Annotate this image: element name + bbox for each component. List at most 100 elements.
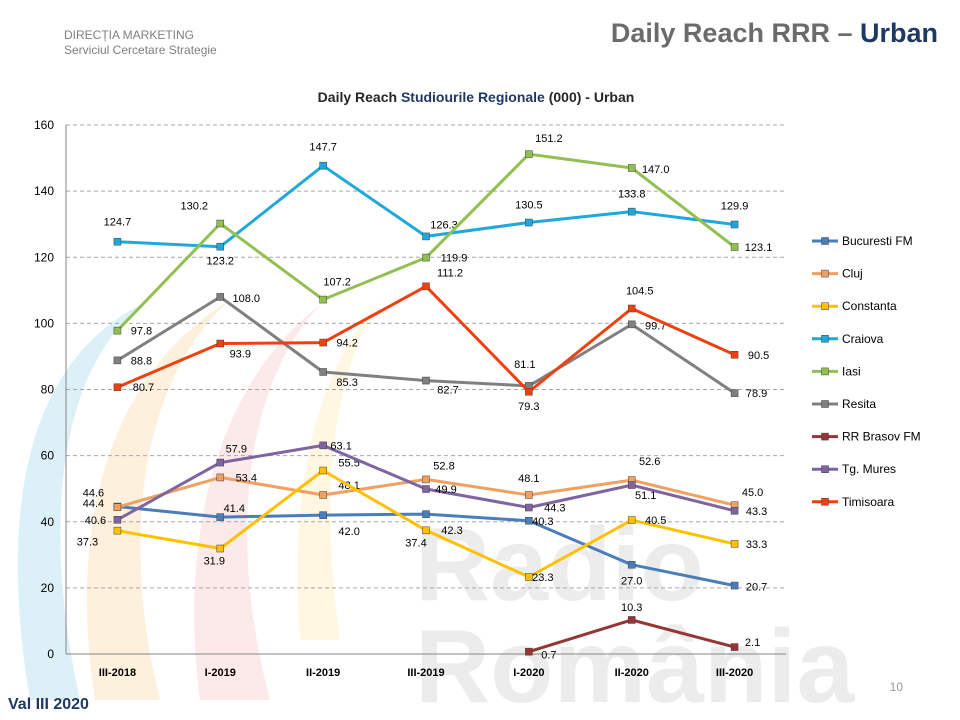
data-label-resita: 108.0 [233, 293, 261, 305]
data-point-iasi [627, 164, 636, 172]
data-label-cluj: 53.4 [236, 472, 257, 484]
data-point-resita [113, 356, 122, 365]
data-point-craiova [216, 242, 225, 251]
data-point-tg-mures [627, 481, 636, 489]
y-tick-label: 80 [41, 383, 55, 397]
data-label-bucuresti-fm: 41.4 [224, 503, 245, 515]
data-label-iasi: 119.9 [441, 253, 468, 265]
data-point-cluj [319, 491, 327, 499]
y-tick-label: 40 [41, 515, 55, 529]
chart-title-part3: (000) - Urban [544, 89, 635, 105]
data-point-rr-brasov-fm [730, 643, 739, 651]
data-point-tg-mures [525, 503, 533, 512]
data-label-cluj: 44.4 [83, 498, 104, 510]
data-label-timisoara: 80.7 [133, 382, 154, 394]
watermark-line2: România [415, 609, 855, 720]
data-label-resita: 81.1 [514, 359, 535, 371]
data-label-craiova: 147.7 [309, 142, 337, 154]
data-label-constanta: 23.3 [532, 572, 553, 584]
data-label-tg-mures: 40.6 [85, 515, 106, 527]
y-tick-label: 20 [41, 581, 55, 595]
y-tick-label: 60 [41, 449, 55, 463]
data-label-craiova: 129.9 [721, 201, 749, 213]
data-point-craiova [113, 237, 122, 246]
data-point-constanta [319, 466, 327, 475]
data-label-bucuresti-fm: 42.0 [338, 526, 359, 538]
data-point-resita [422, 376, 430, 385]
x-tick-label: III-2018 [99, 667, 136, 679]
data-point-bucuresti-fm [627, 560, 636, 569]
data-point-iasi [422, 253, 430, 262]
department-label: DIRECȚIA MARKETING Serviciul Cercetare S… [64, 28, 217, 58]
legend-label-craiova: Craiova [842, 332, 884, 346]
legend-label-tg-mures: Tg. Mures [842, 462, 896, 476]
slide-title: Daily Reach RRR – Urban [611, 18, 938, 49]
data-label-resita: 78.9 [746, 388, 767, 400]
x-tick-label: III-2020 [716, 667, 753, 679]
data-point-constanta [113, 526, 122, 535]
data-label-tg-mures: 44.3 [544, 503, 565, 515]
legend-marker-craiova [821, 335, 829, 343]
data-label-resita: 99.7 [645, 320, 666, 332]
data-point-bucuresti-fm [525, 517, 533, 525]
data-point-resita [730, 389, 739, 397]
legend-marker-rr-brasov-fm [821, 432, 829, 441]
data-label-constanta: 31.9 [204, 556, 225, 568]
data-label-bucuresti-fm: 20.7 [746, 582, 767, 594]
legend-marker-iasi [821, 367, 829, 376]
data-label-cluj: 52.8 [433, 460, 454, 472]
legend-label-rr-brasov-fm: RR Brasov FM [842, 430, 921, 444]
x-tick-label: I-2019 [205, 667, 236, 679]
slide-title-prefix: Daily Reach RRR – [610, 18, 860, 48]
chart-title: Daily Reach Studiourile Regionale (000) … [0, 89, 952, 105]
data-label-tg-mures: 57.9 [226, 444, 247, 456]
data-point-constanta [422, 526, 430, 535]
data-point-rr-brasov-fm [627, 616, 636, 624]
data-point-iasi [319, 295, 327, 304]
data-point-iasi [113, 326, 122, 335]
data-point-resita [627, 320, 636, 329]
data-point-iasi [525, 150, 533, 158]
data-label-resita: 85.3 [336, 377, 357, 389]
data-label-iasi: 107.2 [323, 277, 351, 289]
legend-label-constanta: Constanta [842, 299, 897, 313]
data-point-timisoara [216, 339, 225, 348]
data-point-bucuresti-fm [730, 581, 739, 590]
data-label-bucuresti-fm: 44.6 [83, 488, 104, 500]
data-point-cluj [422, 475, 430, 484]
data-label-craiova: 126.3 [430, 219, 458, 231]
data-label-iasi: 123.1 [745, 242, 773, 254]
y-tick-label: 0 [47, 647, 54, 661]
department-subtitle: Serviciul Cercetare Strategie [64, 43, 217, 57]
chart-title-part2: Studiourile Regionale [400, 89, 545, 105]
legend-label-resita: Resita [842, 397, 876, 411]
data-label-rr-brasov-fm: 10.3 [621, 602, 642, 614]
legend-label-cluj: Cluj [842, 267, 863, 281]
data-point-iasi [216, 219, 225, 228]
data-point-constanta [730, 540, 739, 548]
data-label-constanta: 37.4 [405, 537, 426, 549]
y-tick-label: 100 [34, 316, 54, 330]
data-point-cluj [216, 473, 225, 482]
x-tick-label: II-2019 [306, 667, 340, 679]
data-point-bucuresti-fm [216, 513, 225, 521]
chart-title-part1: Daily Reach [317, 89, 401, 105]
x-tick-label: I-2020 [513, 667, 544, 679]
data-point-rr-brasov-fm [525, 647, 533, 656]
data-label-bucuresti-fm: 27.0 [621, 576, 642, 588]
data-label-constanta: 37.3 [77, 537, 98, 549]
legend-marker-cluj [821, 269, 829, 278]
department-name: DIRECȚIA MARKETING [64, 28, 195, 42]
data-point-timisoara [113, 383, 122, 391]
data-point-iasi [730, 243, 739, 251]
data-label-cluj: 52.6 [639, 456, 660, 468]
data-label-craiova: 130.5 [515, 200, 543, 212]
data-label-bucuresti-fm: 40.3 [532, 516, 553, 528]
data-label-timisoara: 111.2 [437, 267, 463, 279]
wave-label: Val III 2020 [8, 696, 89, 713]
legend-label-iasi: Iasi [842, 364, 861, 378]
data-label-resita: 82.7 [437, 385, 458, 397]
data-label-rr-brasov-fm: 0.7 [541, 650, 556, 662]
data-point-craiova [525, 218, 533, 227]
